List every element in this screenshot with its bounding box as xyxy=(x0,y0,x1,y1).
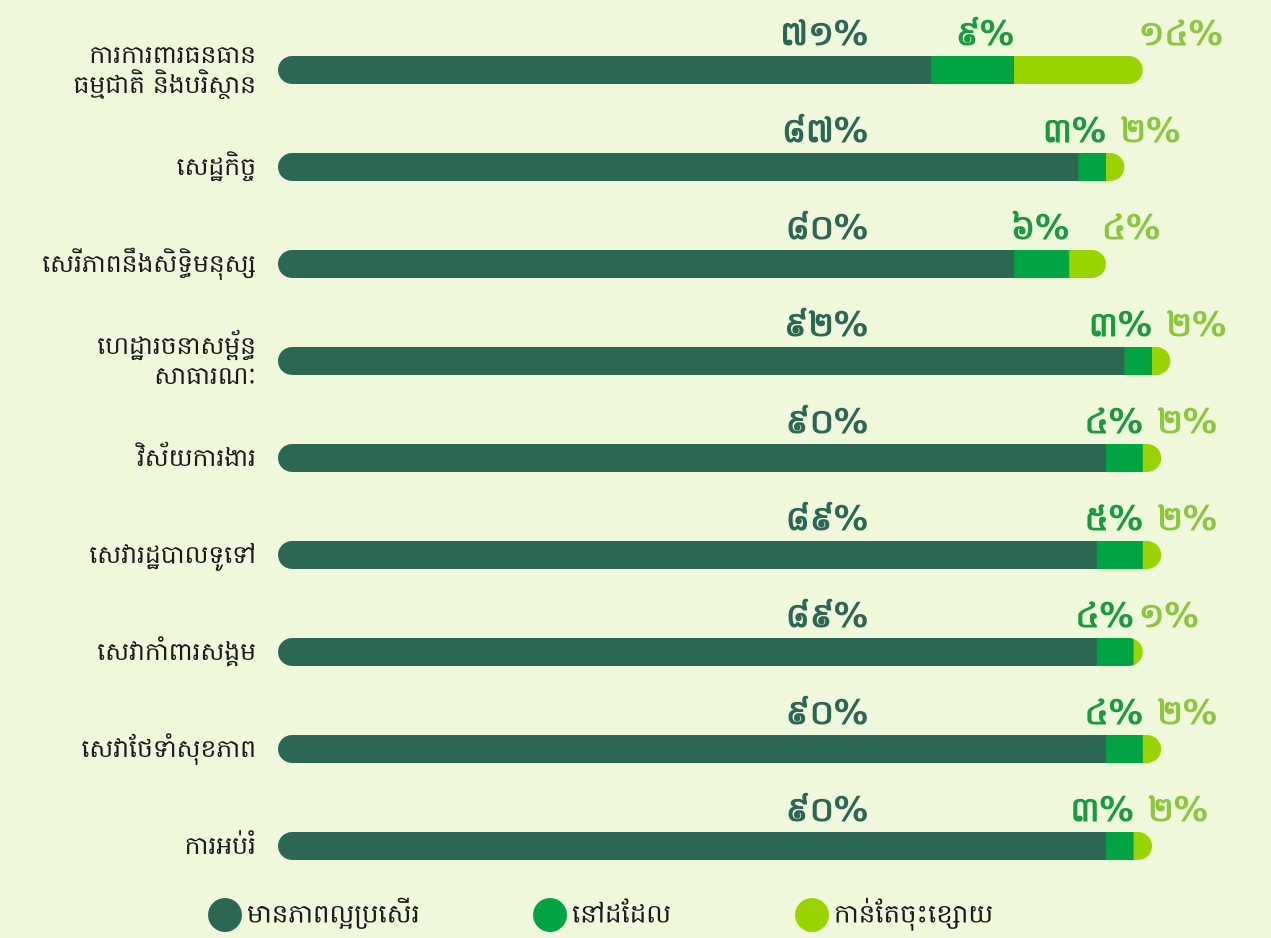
bar-row xyxy=(278,638,1143,666)
category-label: ការការពារធនធាន ធម្មជាតិ និងបរិស្ថាន xyxy=(73,40,256,99)
legend-marker xyxy=(533,898,567,932)
bar-segment xyxy=(1106,444,1144,472)
legend-label: មានភាពល្អប្រសើរ xyxy=(247,898,420,930)
bar-segment xyxy=(278,250,1015,278)
legend-marker xyxy=(208,898,242,932)
value-label: ៤% xyxy=(1075,596,1133,636)
bar-row xyxy=(278,153,1125,181)
bar-segment xyxy=(1142,444,1162,472)
category-label: សេវាកាំពារសង្គម xyxy=(97,637,256,666)
bar-segment xyxy=(1133,638,1143,666)
legend-label: នៅដដែល xyxy=(572,898,671,930)
bar-segment xyxy=(1133,832,1152,860)
bar-segment xyxy=(931,56,1015,84)
value-label: ៨០% xyxy=(786,208,868,248)
value-label: ៩០% xyxy=(786,693,868,733)
category-label: សេវារដ្ឋបាលទូទៅ xyxy=(89,540,256,569)
category-label: សេវាថែទាំសុខភាព xyxy=(81,734,256,763)
category-label: សេរីភាពនឹងសិទ្ធិមនុស្ស xyxy=(42,249,256,278)
bar-segment xyxy=(1124,347,1153,375)
value-label: ១% xyxy=(1139,596,1199,636)
value-label: ២% xyxy=(1166,305,1226,345)
legend-label: កាន់តែចុះខ្សោយ xyxy=(834,898,993,932)
bar-segment xyxy=(1014,250,1070,278)
bar-segment xyxy=(278,444,1107,472)
value-label: ២% xyxy=(1148,790,1208,830)
value-label: ៥% xyxy=(1085,499,1143,539)
value-label: ៤% xyxy=(1102,208,1160,248)
value-label: ៤% xyxy=(1085,693,1143,733)
value-label: ២% xyxy=(1120,111,1180,151)
category-label: ការអប់រំ xyxy=(184,831,256,860)
value-label: ៨៩% xyxy=(786,499,868,539)
bar-segment xyxy=(1152,347,1171,375)
bar-row xyxy=(278,541,1162,569)
bar-segment xyxy=(1014,56,1143,84)
value-label: ៣% xyxy=(1070,790,1133,830)
value-label: ៩២% xyxy=(784,305,868,345)
value-label: ៩% xyxy=(956,14,1014,54)
category-label: សេដ្ឋកិច្ច xyxy=(176,152,256,181)
bar-row xyxy=(278,444,1162,472)
bar-segment xyxy=(278,541,1098,569)
value-label: ៩០% xyxy=(786,402,868,442)
value-label: ៤% xyxy=(1085,402,1143,442)
bar-segment xyxy=(278,832,1107,860)
category-label: វិស័យការងារ xyxy=(136,443,256,472)
bar-segment xyxy=(1106,832,1135,860)
value-label: ៩០% xyxy=(786,790,868,830)
value-label: ៧១% xyxy=(780,14,868,54)
value-label: ១៤% xyxy=(1139,14,1223,54)
bar-segment xyxy=(1069,250,1106,278)
bar-segment xyxy=(278,638,1098,666)
bar-segment xyxy=(1078,153,1107,181)
value-label: ២% xyxy=(1157,402,1217,442)
bar-segment xyxy=(278,153,1079,181)
bar-segment xyxy=(278,735,1107,763)
value-label: ៦% xyxy=(1011,208,1069,248)
bar-segment xyxy=(278,56,932,84)
bar-row xyxy=(278,832,1152,860)
bar-segment xyxy=(1142,735,1162,763)
value-label: ២% xyxy=(1157,499,1217,539)
category-label: ហេដ្ឋារចនាសម្ព័ន្ធ សាធារណៈ xyxy=(97,331,256,390)
value-label: ៨៧% xyxy=(782,111,868,151)
bar-row xyxy=(278,735,1162,763)
value-label: ៨៩% xyxy=(786,596,868,636)
legend-marker xyxy=(795,898,829,932)
bar-segment xyxy=(1106,735,1144,763)
bar-segment xyxy=(278,347,1125,375)
value-label: ៣% xyxy=(1043,111,1106,151)
value-label: ៣% xyxy=(1089,305,1152,345)
value-label: ២% xyxy=(1157,693,1217,733)
bar-row xyxy=(278,56,1143,84)
bar-segment xyxy=(1106,153,1125,181)
bar-row xyxy=(278,250,1106,278)
bar-segment xyxy=(1096,638,1135,666)
bar-row xyxy=(278,347,1171,375)
bar-segment xyxy=(1142,541,1162,569)
bar-segment xyxy=(1096,541,1144,569)
